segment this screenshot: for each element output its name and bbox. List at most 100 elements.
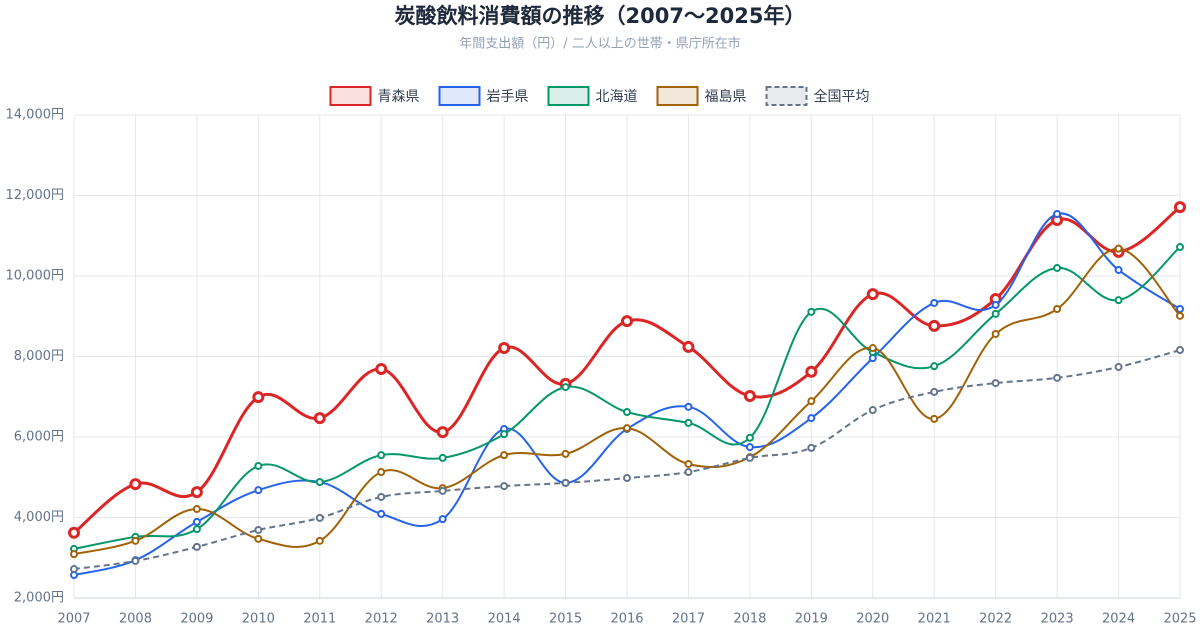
point	[129, 478, 142, 491]
point	[377, 509, 386, 518]
legend-label: 岩手県	[487, 89, 529, 105]
x-tick-label: 2010	[242, 612, 275, 627]
point	[621, 315, 633, 328]
point	[1176, 305, 1184, 314]
point	[991, 329, 1000, 338]
point	[1114, 362, 1123, 371]
legend-label: 北海道	[596, 89, 638, 105]
point	[190, 486, 203, 499]
x-tick-label: 2008	[119, 612, 152, 627]
point	[561, 383, 570, 392]
point	[375, 362, 388, 375]
legend-swatch	[438, 86, 481, 106]
point	[561, 478, 570, 487]
y-tick-label: 14,000円	[6, 108, 65, 123]
point	[684, 459, 693, 468]
point	[192, 542, 201, 551]
point	[745, 453, 754, 462]
point	[807, 414, 816, 423]
y-tick-label: 8,000円	[14, 349, 64, 364]
point	[70, 550, 78, 559]
point	[807, 307, 816, 316]
point	[377, 468, 386, 477]
x-tick-label: 2022	[979, 612, 1012, 627]
point	[866, 288, 879, 301]
point	[436, 426, 449, 439]
y-tick-label: 2,000円	[14, 591, 64, 606]
point	[684, 468, 693, 477]
point	[1176, 346, 1184, 355]
x-tick-label: 2013	[426, 612, 459, 627]
point	[438, 515, 447, 524]
point	[1053, 305, 1062, 314]
point	[684, 402, 693, 411]
point	[991, 300, 1000, 309]
y-tick-label: 12,000円	[6, 188, 65, 203]
point	[1174, 201, 1186, 214]
point	[192, 525, 201, 534]
point	[623, 408, 631, 417]
chart-subtitle: 年間支出額（円）/ 二人以上の世帯・県庁所在市	[459, 36, 741, 52]
y-tick-label: 4,000円	[14, 510, 64, 525]
x-tick-label: 2016	[610, 612, 643, 627]
legend-swatch	[329, 86, 372, 106]
point	[868, 406, 877, 415]
point	[623, 474, 631, 483]
x-tick-label: 2007	[57, 612, 90, 627]
x-tick-label: 2011	[303, 612, 336, 627]
point	[805, 365, 818, 378]
point	[254, 461, 263, 470]
point	[377, 451, 386, 460]
x-tick-label: 2021	[918, 612, 951, 627]
point	[254, 486, 263, 495]
point	[315, 478, 324, 487]
y-tick-label: 6,000円	[14, 430, 64, 445]
point	[70, 565, 78, 574]
point	[377, 492, 386, 501]
legend-swatch	[547, 86, 590, 106]
point	[254, 525, 263, 534]
x-tick-label: 2009	[180, 612, 213, 627]
point	[930, 362, 939, 371]
point	[131, 556, 140, 565]
point	[1053, 373, 1062, 382]
point	[254, 534, 263, 543]
x-tick-label: 2024	[1102, 612, 1135, 627]
point	[1176, 311, 1184, 320]
point	[438, 486, 447, 495]
point	[500, 451, 509, 460]
y-tick-label: 10,000円	[6, 269, 65, 284]
point	[68, 526, 80, 539]
x-tick-label: 2018	[733, 612, 766, 627]
point	[745, 433, 754, 442]
point	[682, 340, 695, 353]
point	[807, 397, 816, 406]
x-tick-label: 2025	[1163, 612, 1196, 627]
point	[500, 482, 509, 491]
point	[192, 517, 201, 526]
legend-label: 福島県	[705, 89, 747, 105]
point	[623, 424, 631, 433]
point	[930, 298, 939, 307]
point	[1176, 243, 1184, 252]
point	[1114, 244, 1123, 253]
line	[73, 212, 1181, 577]
point	[1053, 263, 1062, 272]
x-tick-label: 2012	[365, 612, 398, 627]
x-tick-label: 2020	[856, 612, 889, 627]
chart-title: 炭酸飲料消費額の推移（2007〜2025年）	[395, 4, 806, 28]
point	[1114, 265, 1123, 274]
x-tick-label: 2019	[795, 612, 828, 627]
point	[1053, 210, 1062, 219]
point	[438, 453, 447, 462]
point	[313, 412, 326, 425]
legend-swatch	[765, 86, 808, 106]
legend-label: 全国平均	[814, 88, 870, 105]
point	[315, 536, 324, 545]
point	[315, 513, 324, 522]
legend-label: 青森県	[378, 89, 420, 105]
x-tick-label: 2023	[1041, 612, 1074, 627]
point	[991, 379, 1000, 388]
point	[868, 344, 877, 353]
